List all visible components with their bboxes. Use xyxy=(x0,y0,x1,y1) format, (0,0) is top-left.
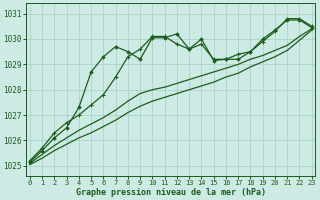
X-axis label: Graphe pression niveau de la mer (hPa): Graphe pression niveau de la mer (hPa) xyxy=(76,188,266,197)
